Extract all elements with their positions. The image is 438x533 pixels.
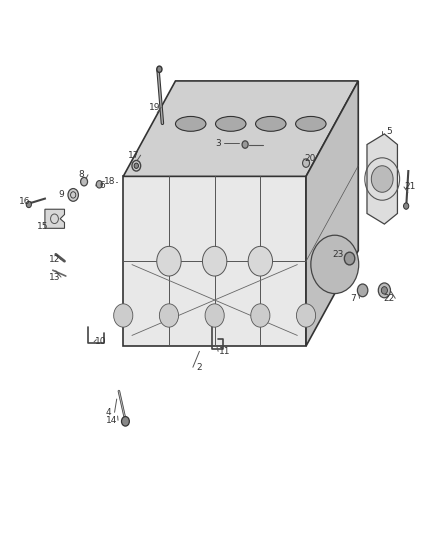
Circle shape <box>378 283 391 298</box>
Text: 10: 10 <box>95 337 106 346</box>
Polygon shape <box>123 81 358 176</box>
Text: 19: 19 <box>149 103 160 112</box>
Polygon shape <box>306 81 358 346</box>
Text: 11: 11 <box>219 347 230 356</box>
Circle shape <box>344 252 355 265</box>
Polygon shape <box>367 134 397 224</box>
Circle shape <box>132 160 141 171</box>
Text: 14: 14 <box>106 416 117 425</box>
Text: 18: 18 <box>103 177 115 186</box>
Circle shape <box>96 181 102 188</box>
Circle shape <box>121 417 129 426</box>
Text: 3: 3 <box>215 139 221 148</box>
Text: 7: 7 <box>350 294 356 303</box>
Circle shape <box>157 66 162 72</box>
Circle shape <box>202 246 227 276</box>
Circle shape <box>357 284 368 297</box>
Text: 16: 16 <box>19 197 30 206</box>
Circle shape <box>157 246 181 276</box>
Circle shape <box>381 287 388 294</box>
Circle shape <box>205 304 224 327</box>
Circle shape <box>303 159 310 167</box>
Text: 4: 4 <box>105 408 111 417</box>
Text: 13: 13 <box>49 272 60 281</box>
Ellipse shape <box>296 116 326 131</box>
Text: 17: 17 <box>128 151 140 160</box>
Circle shape <box>68 189 78 201</box>
Circle shape <box>251 304 270 327</box>
Text: 20: 20 <box>305 155 316 164</box>
Circle shape <box>248 246 272 276</box>
Text: 5: 5 <box>386 127 392 136</box>
Circle shape <box>114 304 133 327</box>
Text: 2: 2 <box>197 363 202 372</box>
Circle shape <box>26 201 32 208</box>
Polygon shape <box>45 209 64 228</box>
Circle shape <box>311 235 359 294</box>
Ellipse shape <box>176 116 206 131</box>
Circle shape <box>134 163 138 168</box>
Text: 9: 9 <box>59 190 64 199</box>
Text: 23: 23 <box>332 251 344 260</box>
Circle shape <box>81 177 88 186</box>
Text: 12: 12 <box>49 255 60 264</box>
Ellipse shape <box>255 116 286 131</box>
Text: 8: 8 <box>78 170 85 179</box>
Circle shape <box>297 304 316 327</box>
Circle shape <box>242 141 248 148</box>
Text: 6: 6 <box>99 181 105 190</box>
Text: 15: 15 <box>37 222 49 231</box>
Text: 22: 22 <box>383 294 394 303</box>
Ellipse shape <box>215 116 246 131</box>
Text: 21: 21 <box>405 182 416 191</box>
Circle shape <box>159 304 179 327</box>
Polygon shape <box>123 176 306 346</box>
Circle shape <box>371 166 393 192</box>
Circle shape <box>403 203 409 209</box>
